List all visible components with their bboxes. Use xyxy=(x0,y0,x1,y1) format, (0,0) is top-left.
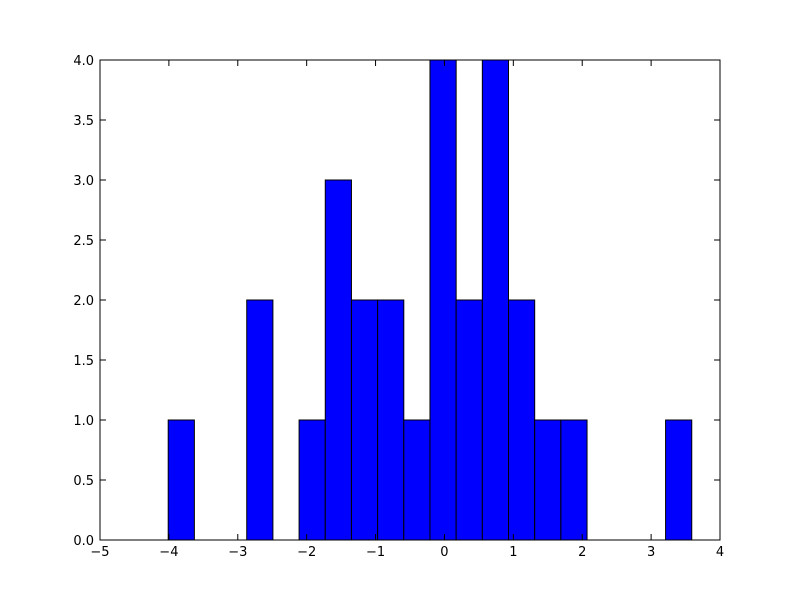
y-tick-label: 4.0 xyxy=(73,54,94,69)
y-tick-label: 3.0 xyxy=(73,174,94,189)
x-tick-label: 2 xyxy=(578,545,586,560)
y-tick-label: 0.0 xyxy=(73,534,94,549)
bar xyxy=(481,59,510,541)
bar xyxy=(508,299,536,541)
bar xyxy=(534,419,562,541)
y-tick-label: 3.5 xyxy=(73,114,94,129)
y-tick-label: 2.5 xyxy=(73,234,94,249)
bar xyxy=(350,299,379,541)
bar xyxy=(377,299,405,541)
x-tick-label: 4 xyxy=(716,545,724,560)
x-tick-label: 3 xyxy=(647,545,655,560)
x-tick-label: 1 xyxy=(509,545,517,560)
bar xyxy=(403,419,431,541)
y-tick-label: 2.0 xyxy=(73,294,94,309)
x-tick-label: 0 xyxy=(440,545,448,560)
x-tick-label: −1 xyxy=(366,545,385,560)
x-tick-label: −4 xyxy=(159,545,178,560)
bar xyxy=(324,179,352,541)
x-tick-label: −5 xyxy=(90,545,109,560)
y-tick-label: 1.5 xyxy=(73,354,94,369)
y-tick-label: 0.5 xyxy=(73,474,94,489)
bar xyxy=(429,59,457,541)
bar xyxy=(167,419,195,541)
bar xyxy=(665,419,693,541)
x-tick-label: −3 xyxy=(228,545,247,560)
bar xyxy=(246,299,274,541)
bar xyxy=(455,299,483,541)
bar xyxy=(560,419,588,541)
bar xyxy=(298,419,326,541)
x-tick-label: −2 xyxy=(297,545,316,560)
y-tick-label: 1.0 xyxy=(73,414,94,429)
